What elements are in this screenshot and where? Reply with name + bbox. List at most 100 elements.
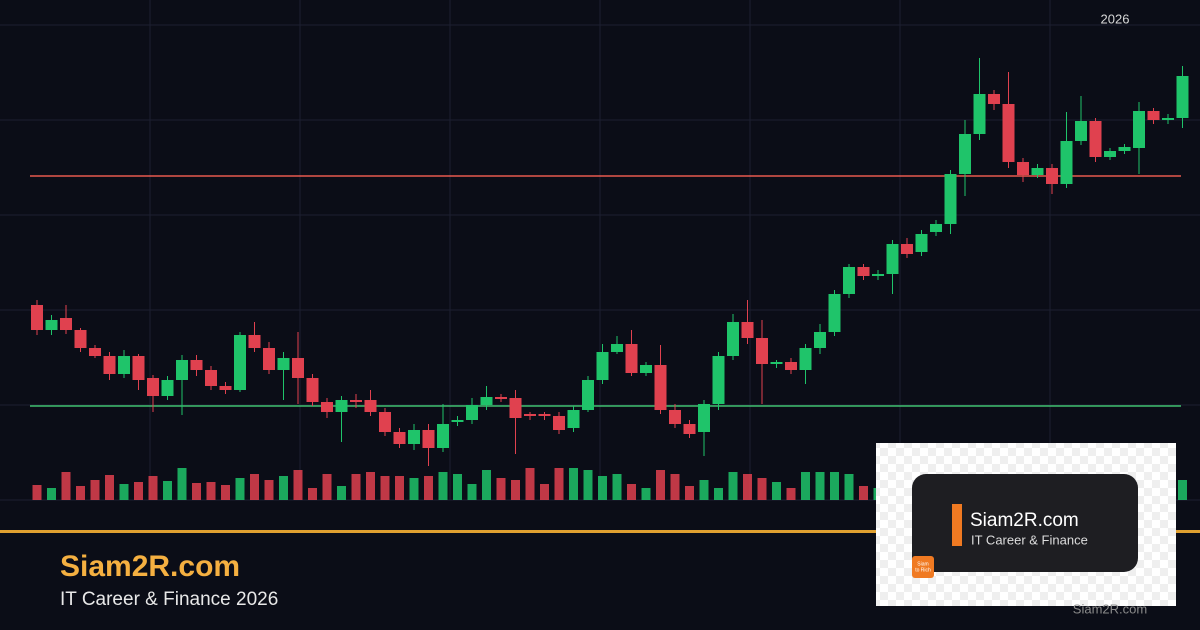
volume-bar [119,484,129,500]
year-label: 2026 [1101,11,1130,26]
volume-bar [47,488,56,500]
volume-bar [467,484,477,500]
candle-body [190,360,203,370]
candle-body [1147,111,1160,120]
logo-card: Siam2R.com IT Career & Finance Siam to R… [876,443,1176,606]
candle-body [321,402,333,412]
volume-bar [728,472,738,500]
candle-body [335,400,348,412]
volume-bar [656,470,665,500]
candle-body [74,330,87,348]
volume-bar [583,470,593,500]
volume-bar [134,482,143,500]
candle-body [741,322,754,338]
volume-bar [511,480,520,500]
candle-body [1133,111,1145,148]
candle-body [944,174,957,224]
candle-body [437,424,449,448]
candle-body [524,414,536,416]
candle-body [132,356,145,380]
candle-body [872,274,884,276]
volume-bar [76,486,85,500]
volume-bar [409,478,419,500]
candle-body [1002,104,1015,162]
volume-bar [424,476,433,500]
volume-bar [612,474,622,500]
candle-body [988,94,1000,104]
candle-body [234,335,246,390]
candle-body [277,358,290,370]
candle-body [828,294,841,332]
volume-bar [859,486,868,500]
candle-body [509,398,522,418]
candle-body [176,360,188,380]
candle-body [727,322,739,356]
logo-tagline: IT Career & Finance [971,532,1088,547]
volume-bar [322,474,332,500]
volume-bar [482,470,491,500]
candle-body [147,378,159,396]
volume-bar [801,472,810,500]
volume-bar [830,472,839,500]
volume-bar [380,476,390,500]
volume-bar [192,483,201,500]
candle-body [640,365,652,373]
candle-body [1176,76,1189,118]
candle-body [973,94,986,134]
candle-body [161,380,174,396]
logo-bar [952,504,962,546]
candle-body [857,267,870,276]
candle-body [683,424,696,434]
volume-bar [206,482,216,500]
divider [0,530,1200,533]
volume-bar [670,474,680,500]
volume-bar [105,475,114,500]
volume-bar [250,474,259,500]
volume-bar [699,480,709,500]
brand-subtitle: IT Career & Finance 2026 [60,589,278,610]
candle-body [712,356,725,404]
volume-bar [337,486,346,500]
candle-body [205,370,217,386]
candle-body [611,344,623,352]
volume-bar [221,485,230,500]
volume-bar [366,472,375,500]
candle-body [625,344,638,373]
candle-body [1118,147,1131,151]
candle-body [596,352,609,380]
volume-bar [163,481,172,500]
volume-bar [540,484,549,500]
volume-bar [554,468,564,500]
candle-body [930,224,942,232]
candle-body [756,338,768,364]
candle-body [582,380,594,410]
volume-bar [235,478,245,500]
candle-body [263,348,275,370]
candle-body [393,432,406,444]
logo-icon-text: to Rich [915,567,931,573]
logo-icon-text: Siam [917,561,928,567]
candle-body [770,362,783,364]
logo-panel [912,474,1138,572]
candle-body [103,356,116,374]
volume-bar [757,478,767,500]
volume-bar [90,480,100,500]
volume-bar [177,468,187,500]
candle-body [1060,141,1073,184]
volume-bar [308,488,317,500]
grid [0,0,1200,501]
volume-bar [786,488,796,500]
candle-body [785,362,797,370]
candle-body [219,386,232,390]
volume-bar [714,488,723,500]
volume-bar [627,484,636,500]
candle-body [567,410,580,428]
candle-body [1162,118,1174,120]
candle-body [379,412,391,432]
candle-body [480,397,493,405]
volume-bar [279,476,288,500]
candle-body [408,430,420,444]
candle-body [843,267,855,294]
